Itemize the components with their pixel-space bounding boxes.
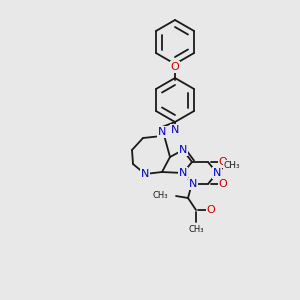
Text: N: N <box>179 168 187 178</box>
Text: O: O <box>207 205 215 215</box>
Text: CH₃: CH₃ <box>224 160 240 169</box>
Text: O: O <box>171 62 179 72</box>
Text: O: O <box>219 157 227 167</box>
Text: CH₃: CH₃ <box>152 191 168 200</box>
Text: N: N <box>158 127 166 137</box>
Text: N: N <box>141 169 149 179</box>
Text: N: N <box>189 179 197 189</box>
Text: N: N <box>171 125 179 135</box>
Text: N: N <box>213 168 221 178</box>
Text: N: N <box>179 145 187 155</box>
Text: CH₃: CH₃ <box>188 224 204 233</box>
Text: O: O <box>219 179 227 189</box>
